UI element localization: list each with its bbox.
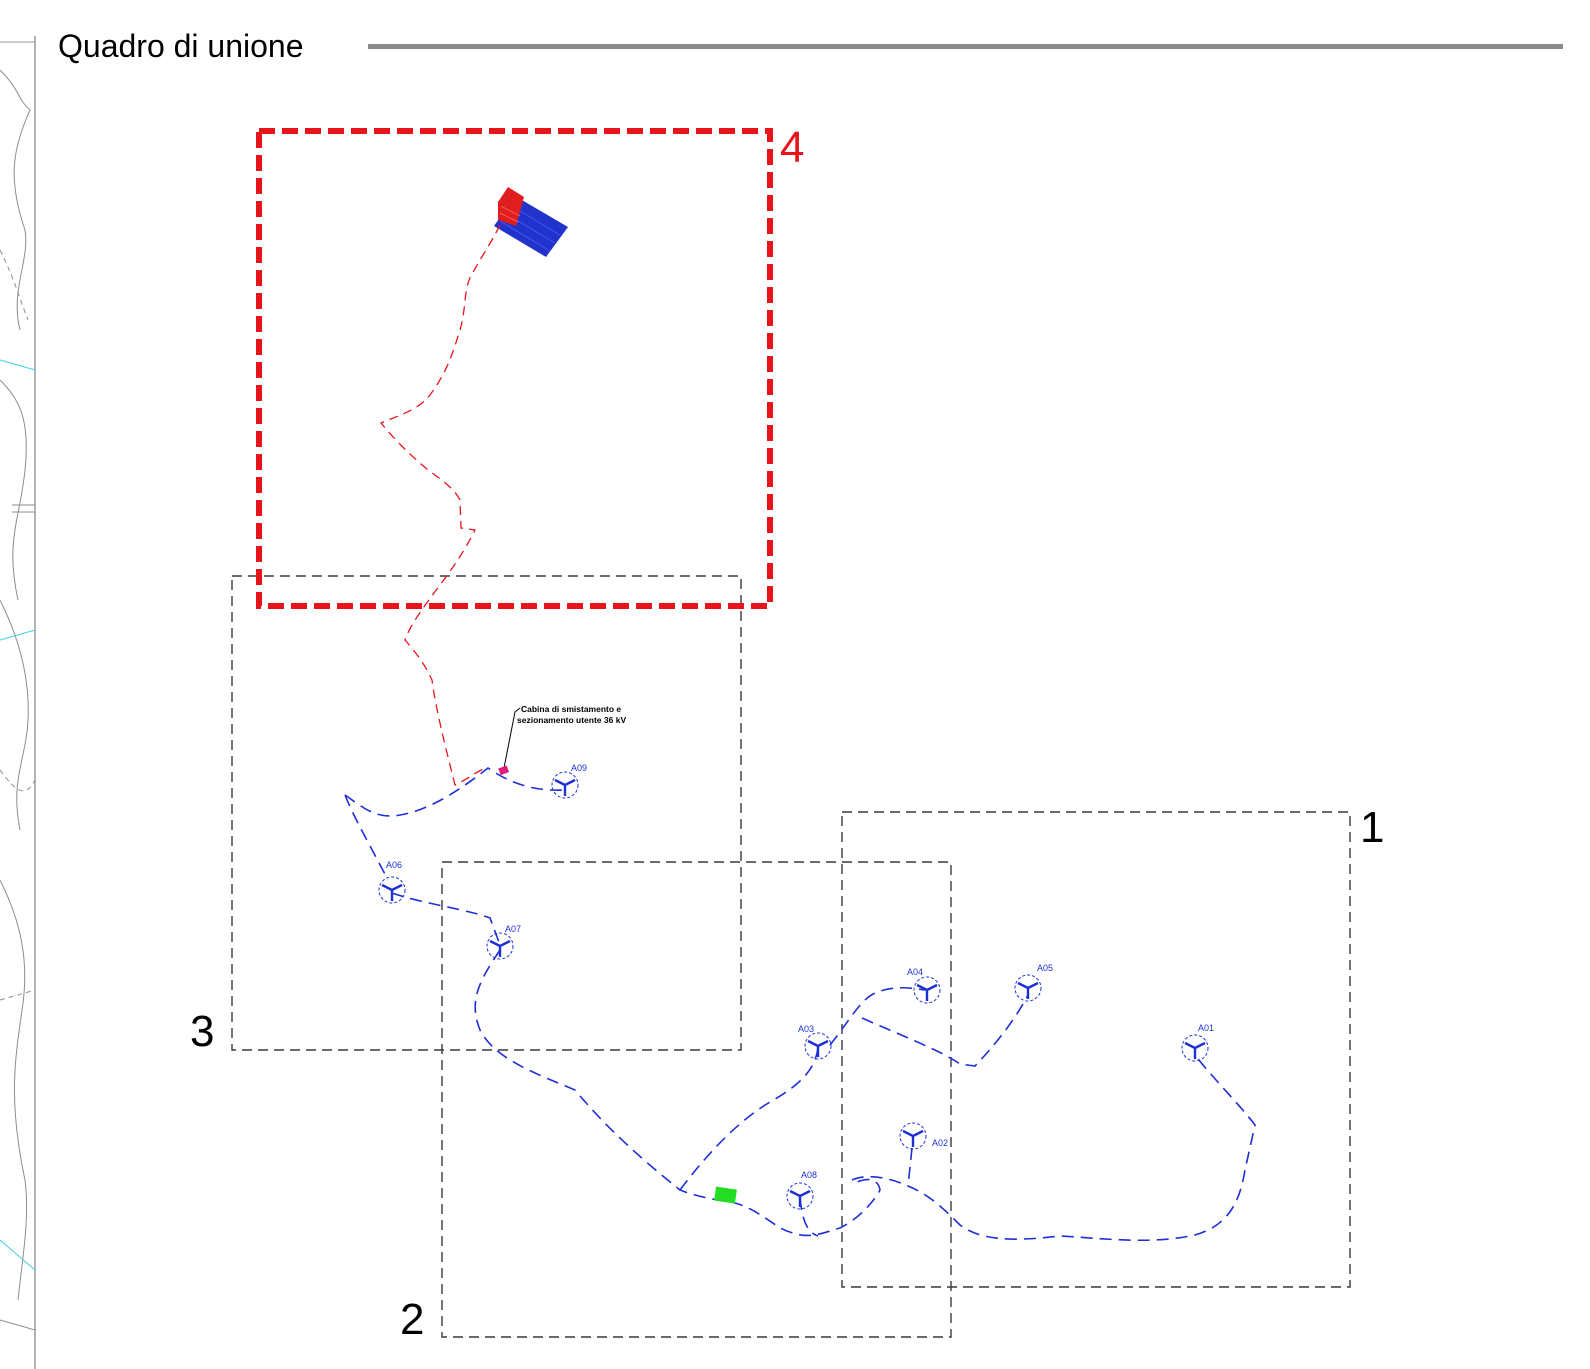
turbine-label-a05: A05 bbox=[1037, 963, 1053, 973]
electrical-substation bbox=[494, 187, 568, 257]
sheet-2-frame bbox=[441, 861, 952, 1338]
turbine-label-a04: A04 bbox=[907, 967, 923, 977]
sheet-3-frame bbox=[231, 575, 742, 1051]
turbine-a03: A03 bbox=[798, 1024, 832, 1060]
grid-connection-cable bbox=[379, 224, 501, 786]
substation-callout: Cabina di smistamento e sezionamento ute… bbox=[498, 704, 626, 776]
callout-text-line1: Cabina di smistamento e bbox=[521, 704, 621, 714]
turbine-a02: A02 bbox=[899, 1122, 948, 1150]
sheet-frames bbox=[231, 575, 1351, 1338]
sheet-number-2: 2 bbox=[400, 1295, 424, 1344]
turbine-label-a03: A03 bbox=[798, 1024, 814, 1034]
turbine-a08: A08 bbox=[786, 1170, 817, 1210]
internal-cable-network bbox=[344, 767, 1256, 1242]
storage-station bbox=[714, 1186, 737, 1204]
sheet-number-3: 3 bbox=[190, 1007, 214, 1056]
sheet-4-frame bbox=[256, 128, 773, 609]
turbine-a01: A01 bbox=[1181, 1023, 1214, 1062]
turbine-label-a06: A06 bbox=[386, 860, 402, 870]
turbine-label-a02: A02 bbox=[932, 1138, 948, 1148]
sheet-number-1: 1 bbox=[1360, 803, 1384, 852]
sheet-1-frame bbox=[841, 811, 1351, 1288]
user-cabin-marker bbox=[498, 765, 510, 776]
turbine-a04: A04 bbox=[907, 967, 941, 1004]
turbine-label-a01: A01 bbox=[1198, 1023, 1214, 1033]
turbine-label-a07: A07 bbox=[505, 924, 521, 934]
title-rule bbox=[368, 44, 1563, 49]
wind-turbines: A09 A06 A07 A04 A05 A03 bbox=[378, 763, 1214, 1210]
page-title: Quadro di unione bbox=[58, 28, 304, 64]
sheet-number-4: 4 bbox=[780, 123, 804, 172]
callout-text-line2: sezionamento utente 36 kV bbox=[517, 715, 626, 725]
turbine-a07: A07 bbox=[486, 924, 521, 960]
turbine-a05: A05 bbox=[1014, 963, 1053, 1002]
turbine-a06: A06 bbox=[378, 860, 406, 904]
terrain-strip bbox=[0, 36, 36, 1369]
turbine-label-a08: A08 bbox=[801, 1170, 817, 1180]
turbine-label-a09: A09 bbox=[571, 763, 587, 773]
turbine-a09: A09 bbox=[551, 763, 587, 799]
